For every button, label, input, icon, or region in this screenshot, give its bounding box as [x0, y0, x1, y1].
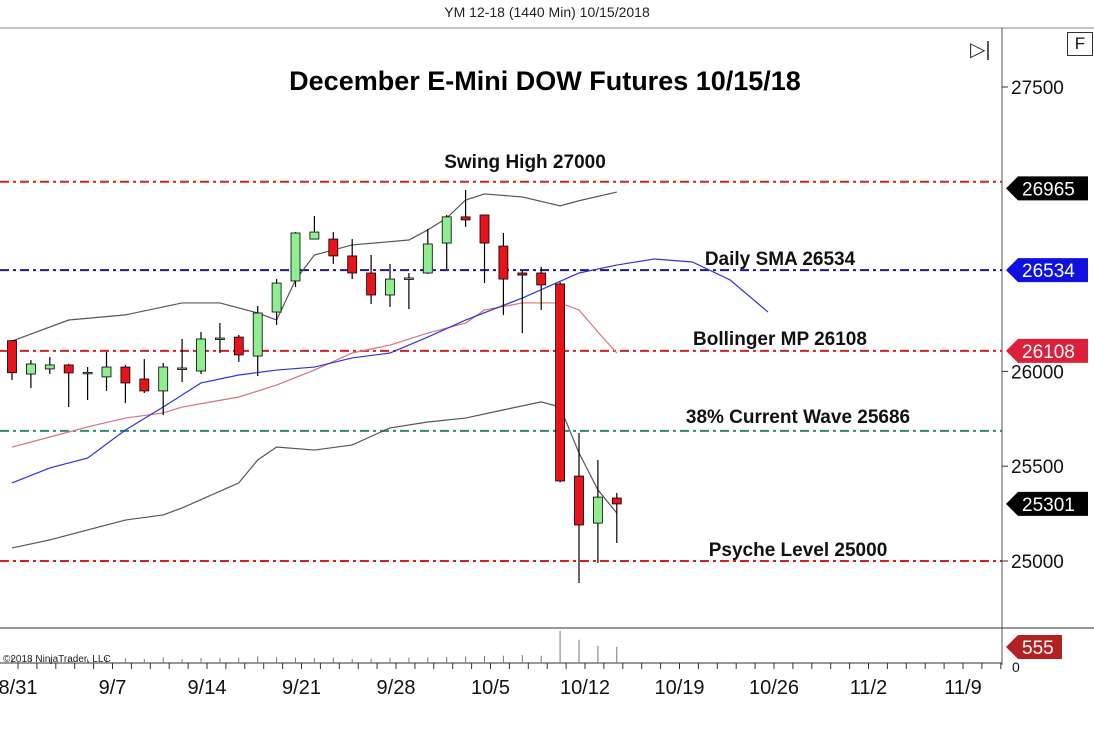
- candle-up: [271, 282, 282, 313]
- candle-up: [101, 366, 112, 378]
- x-tick-label: 11/2: [850, 677, 887, 699]
- candle-up: [44, 364, 55, 370]
- sma-line: [11, 258, 769, 484]
- candle-down: [366, 272, 377, 296]
- candle-down: [498, 245, 509, 280]
- y-tick-label: 27500: [1011, 78, 1064, 99]
- candle-down: [574, 475, 584, 526]
- copyright-text: ©2018 NinjaTrader, LLC: [3, 654, 111, 665]
- candle-up: [158, 366, 169, 392]
- candle-down: [611, 497, 622, 505]
- level-label: Swing High 27000: [444, 152, 606, 173]
- x-tick-label: 9/14: [188, 677, 227, 699]
- level-label: 38% Current Wave 25686: [686, 407, 910, 428]
- price-tag-bg: [1006, 176, 1088, 201]
- candle-down: [347, 255, 358, 274]
- x-tick-label: 9/7: [99, 677, 127, 699]
- candle-up: [82, 371, 93, 375]
- candle-down: [139, 378, 150, 392]
- price-tag: 26965: [1022, 179, 1075, 200]
- x-tick-label: 10/19: [654, 677, 704, 699]
- candle-up: [385, 278, 395, 296]
- x-tick-label: 9/21: [282, 677, 321, 699]
- candle-up: [214, 337, 225, 340]
- candle-down: [460, 216, 471, 221]
- f-button[interactable]: F: [1067, 32, 1093, 56]
- volume-tag-bg: [1006, 635, 1062, 659]
- x-tick-label: 10/12: [560, 677, 610, 699]
- price-tag: 26108: [1022, 342, 1075, 363]
- candle-down: [479, 214, 490, 244]
- bollinger-upper-line: [11, 191, 617, 342]
- x-tick-label: 9/28: [377, 677, 416, 699]
- candle-down: [536, 272, 547, 286]
- y-tick-label: 25500: [1011, 457, 1064, 478]
- x-tick-label: 10/5: [471, 677, 510, 699]
- x-tick-label: 11/9: [944, 677, 981, 699]
- candle-up: [593, 496, 603, 524]
- price-tag: 26534: [1022, 261, 1075, 282]
- volume-zero-label: 0: [1012, 659, 1020, 675]
- x-tick-label: 10/26: [749, 677, 799, 699]
- candle-down: [63, 364, 74, 374]
- candle-up: [252, 312, 263, 357]
- y-tick-label: 26000: [1011, 362, 1064, 383]
- price-tag-bg: [1006, 491, 1088, 516]
- candle-up: [196, 338, 206, 372]
- candle-down: [328, 238, 339, 257]
- candle-down: [555, 283, 565, 482]
- candle-up: [177, 367, 188, 370]
- x-tick-label: 8/31: [0, 677, 37, 699]
- candle-down: [120, 366, 131, 384]
- candle-up: [422, 243, 433, 274]
- y-tick-label: 25000: [1011, 552, 1064, 573]
- level-label: Daily SMA 26534: [705, 249, 856, 270]
- candle-down: [517, 272, 528, 276]
- candle-up: [441, 216, 452, 244]
- price-tag-bg: [1006, 338, 1088, 363]
- candle-up: [403, 277, 414, 280]
- instrument-title: YM 12-18 (1440 Min) 10/15/2018: [444, 4, 650, 20]
- candle-down: [7, 340, 17, 374]
- candle-up: [309, 231, 320, 240]
- volume-tag: 555: [1022, 638, 1054, 659]
- candle-up: [25, 363, 36, 375]
- level-label: Psyche Level 25000: [709, 540, 888, 561]
- price-tag: 25301: [1022, 495, 1075, 516]
- chart-title: December E-Mini DOW Futures 10/15/18: [289, 66, 801, 96]
- candle-up: [290, 232, 301, 282]
- skip-to-end-icon[interactable]: ▷|: [970, 39, 991, 61]
- price-tag-bg: [1006, 258, 1088, 283]
- level-label: Bollinger MP 26108: [693, 329, 867, 350]
- candle-down: [233, 336, 244, 356]
